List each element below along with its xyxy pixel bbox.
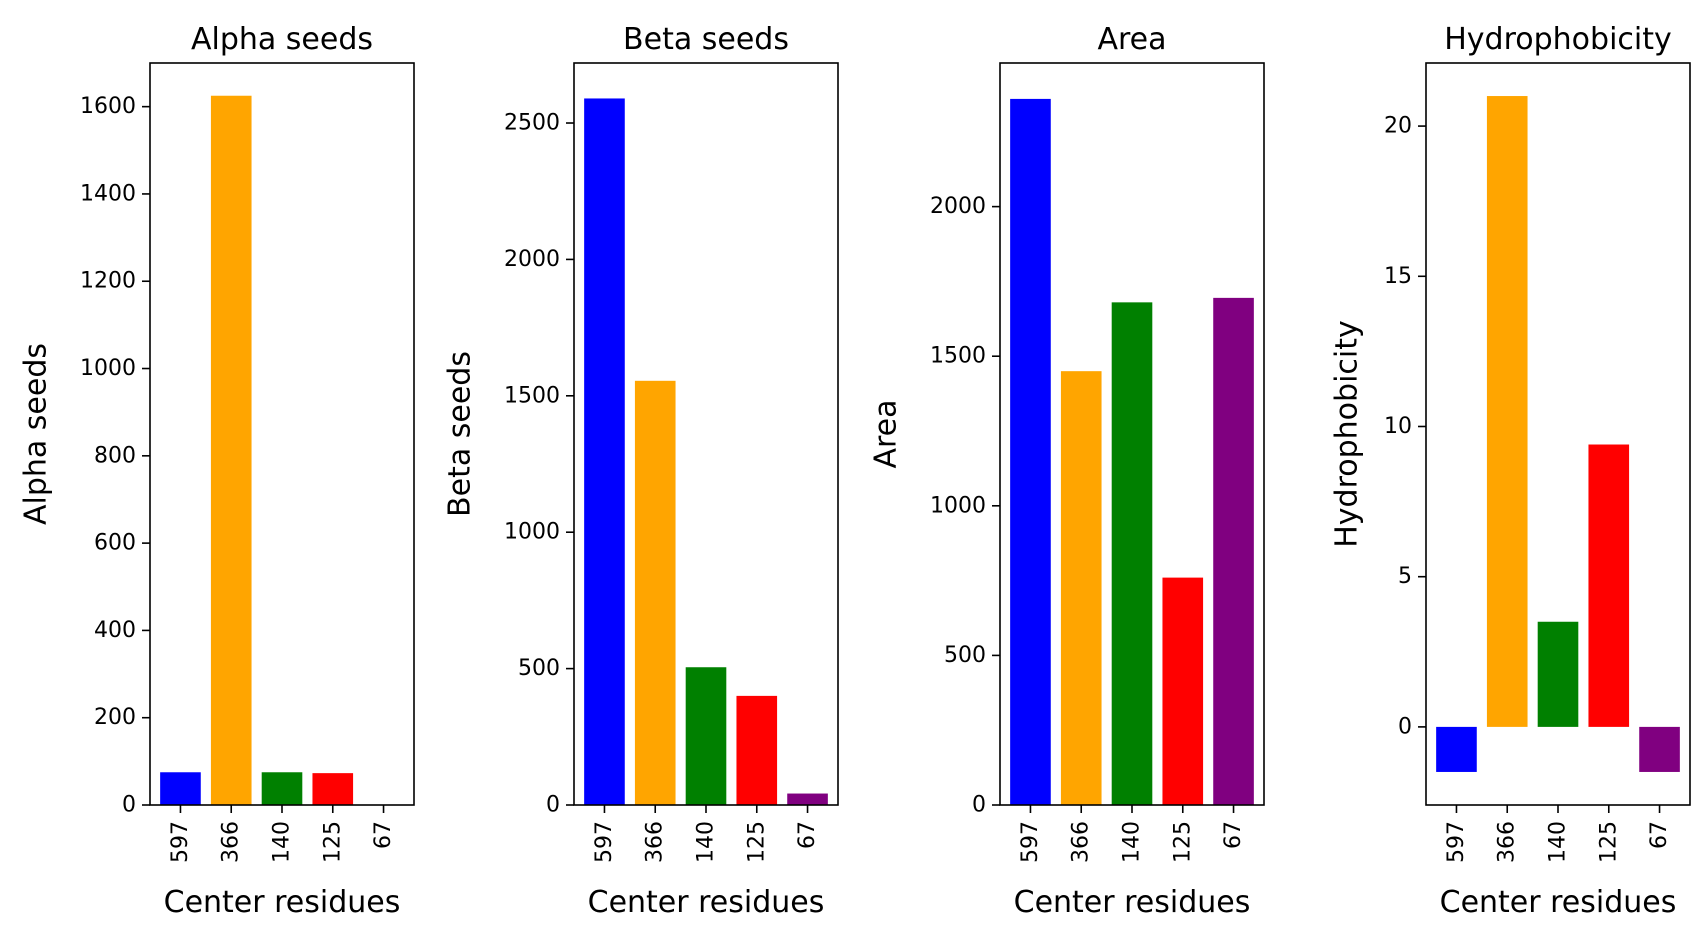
axes-frame xyxy=(149,62,415,806)
y-tick-label: 2000 xyxy=(504,247,560,272)
y-tick-label: 15 xyxy=(1384,264,1412,289)
y-tick-label: 0 xyxy=(122,793,136,818)
y-tick-label: 200 xyxy=(94,705,136,730)
bar-366 xyxy=(634,380,676,805)
y-tick-label: 1200 xyxy=(80,269,136,294)
y-tick-label: 1000 xyxy=(930,493,986,518)
bar-140 xyxy=(1537,621,1579,727)
x-tick-label: 366 xyxy=(219,821,244,863)
bar-125 xyxy=(312,773,354,805)
bar-597 xyxy=(160,772,201,805)
x-tick-label: 67 xyxy=(1647,821,1672,849)
y-tick-label: 10 xyxy=(1384,414,1412,439)
y-axis-label: Alpha seeds xyxy=(19,343,54,525)
y-tick-label: 20 xyxy=(1384,114,1412,139)
x-axis-label: Center residues xyxy=(588,885,825,920)
x-axis-label: Center residues xyxy=(164,885,401,920)
bar-366 xyxy=(1486,96,1528,727)
y-axis-label: Area xyxy=(869,399,904,468)
x-tick-label: 140 xyxy=(270,821,295,863)
y-tick-label: 2500 xyxy=(504,111,560,136)
x-tick-label: 125 xyxy=(744,821,769,863)
y-tick-label: 800 xyxy=(94,443,136,468)
bar-67 xyxy=(787,793,828,805)
bar-125 xyxy=(1162,577,1204,805)
y-tick-label: 1500 xyxy=(504,383,560,408)
bar-125 xyxy=(736,695,778,805)
y-tick-label: 500 xyxy=(518,656,560,681)
bar-597 xyxy=(584,98,625,805)
y-axis-label: Beta seeds xyxy=(443,351,478,517)
x-axis-label: Center residues xyxy=(1440,885,1677,920)
bar-67 xyxy=(1639,726,1680,772)
y-tick-label: 0 xyxy=(972,793,986,818)
bar-140 xyxy=(685,667,727,805)
y-tick-label: 0 xyxy=(1398,714,1412,739)
x-tick-label: 125 xyxy=(1170,821,1195,863)
bar-597 xyxy=(1010,98,1051,805)
chart-title: Beta seeds xyxy=(623,22,789,57)
x-tick-label: 597 xyxy=(1018,821,1043,863)
x-tick-label: 125 xyxy=(320,821,345,863)
y-tick-label: 1000 xyxy=(504,520,560,545)
chart-title: Area xyxy=(1097,22,1166,57)
y-tick-label: 1000 xyxy=(80,356,136,381)
x-tick-label: 140 xyxy=(694,821,719,863)
chart-title: Alpha seeds xyxy=(191,22,373,57)
bar-140 xyxy=(261,772,303,805)
y-tick-label: 1600 xyxy=(80,94,136,119)
x-tick-label: 366 xyxy=(1069,821,1094,863)
y-tick-label: 5 xyxy=(1398,564,1412,589)
y-tick-label: 2000 xyxy=(930,194,986,219)
x-tick-label: 67 xyxy=(1221,821,1246,849)
x-tick-label: 366 xyxy=(643,821,668,863)
y-tick-label: 500 xyxy=(944,643,986,668)
chart-title: Hydrophobicity xyxy=(1444,22,1672,57)
x-tick-label: 597 xyxy=(168,821,193,863)
y-tick-label: 400 xyxy=(94,618,136,643)
y-axis-label: Hydrophobicity xyxy=(1330,320,1365,548)
bar-366 xyxy=(210,95,252,806)
y-tick-label: 1400 xyxy=(80,181,136,206)
x-tick-label: 597 xyxy=(592,821,617,863)
bar-67 xyxy=(1213,297,1254,805)
x-tick-label: 366 xyxy=(1495,821,1520,863)
y-tick-label: 0 xyxy=(546,793,560,818)
x-tick-label: 140 xyxy=(1120,821,1145,863)
x-tick-label: 140 xyxy=(1546,821,1571,863)
x-tick-label: 597 xyxy=(1444,821,1469,863)
x-tick-label: 125 xyxy=(1596,821,1621,863)
x-tick-label: 67 xyxy=(795,821,820,849)
bar-125 xyxy=(1588,444,1630,727)
y-tick-label: 600 xyxy=(94,531,136,556)
x-tick-label: 67 xyxy=(371,821,396,849)
y-tick-label: 1500 xyxy=(930,344,986,369)
bar-366 xyxy=(1060,371,1102,805)
x-axis-label: Center residues xyxy=(1014,885,1251,920)
bar-597 xyxy=(1436,726,1477,772)
bar-140 xyxy=(1111,302,1153,805)
